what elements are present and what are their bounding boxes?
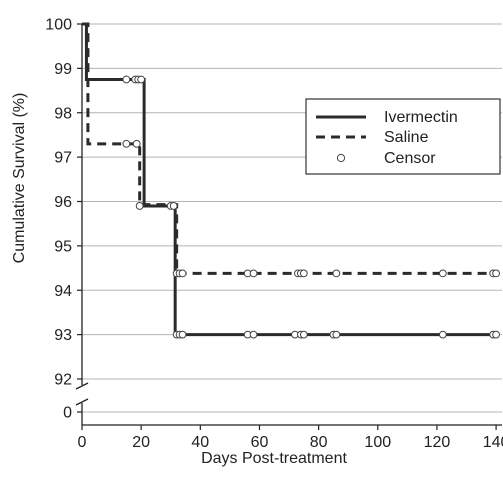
censor-point-0 bbox=[122, 75, 131, 84]
legend-swatch-censor bbox=[336, 153, 346, 163]
series-ivermectin bbox=[82, 22, 497, 337]
censor-point-31 bbox=[438, 330, 447, 339]
y-tick-label-93: 93 bbox=[54, 327, 72, 344]
x-axis-title: Days Post-treatment bbox=[201, 450, 347, 467]
x-tick-label-100: 100 bbox=[364, 434, 391, 451]
y-axis-break-mark bbox=[75, 382, 89, 406]
censor-point-28 bbox=[299, 330, 308, 339]
x-tick-label-0: 0 bbox=[78, 434, 87, 451]
legend-label-saline: Saline bbox=[384, 129, 429, 146]
legend-label-censor: Censor bbox=[384, 150, 436, 167]
tick-labels: 0 92 93 94 95 96 97 98 99 100 0 20 40 60 80 100 120 140 bbox=[45, 17, 503, 452]
x-tick-label-120: 120 bbox=[424, 434, 451, 451]
series-saline bbox=[82, 22, 497, 275]
grid-lines bbox=[82, 23, 502, 413]
y-tick-label-96: 96 bbox=[54, 194, 72, 211]
censor-layer bbox=[122, 75, 500, 339]
censor-point-23 bbox=[178, 330, 187, 339]
censor-point-4 bbox=[122, 139, 131, 148]
x-tick-label-20: 20 bbox=[132, 434, 150, 451]
x-tick-label-60: 60 bbox=[251, 434, 269, 451]
censor-point-20 bbox=[492, 269, 500, 278]
censor-point-17 bbox=[332, 269, 341, 278]
axes bbox=[75, 23, 502, 430]
censor-point-8 bbox=[169, 202, 178, 210]
censor-point-11 bbox=[178, 269, 187, 278]
y-tick-label-98: 98 bbox=[54, 105, 72, 122]
censor-point-30 bbox=[332, 330, 341, 339]
series-layer bbox=[82, 22, 497, 337]
censor-point-13 bbox=[249, 269, 258, 278]
y-tick-label-97: 97 bbox=[54, 150, 72, 167]
x-tick-label-80: 80 bbox=[310, 434, 328, 451]
censor-point-33 bbox=[492, 330, 500, 339]
censor-point-3 bbox=[137, 75, 146, 84]
censor-point-18 bbox=[438, 269, 447, 278]
x-tick-label-140: 140 bbox=[483, 434, 503, 451]
y-tick-label-94: 94 bbox=[54, 283, 72, 300]
censor-point-6 bbox=[135, 202, 144, 210]
legend: Ivermectin Saline Censor bbox=[305, 98, 501, 175]
y-axis-title: Cumulative Survival (%) bbox=[11, 93, 28, 264]
y-tick-label-0: 0 bbox=[63, 405, 72, 422]
y-tick-label-95: 95 bbox=[54, 238, 72, 255]
censor-point-25 bbox=[249, 330, 258, 339]
censor-point-16 bbox=[299, 269, 308, 278]
x-tick-label-40: 40 bbox=[191, 434, 209, 451]
censor-point-5 bbox=[132, 139, 141, 148]
y-tick-label-99: 99 bbox=[54, 61, 72, 78]
y-tick-label-92: 92 bbox=[54, 372, 72, 389]
legend-label-ivermectin: Ivermectin bbox=[384, 109, 458, 126]
y-tick-label-100: 100 bbox=[45, 17, 72, 34]
